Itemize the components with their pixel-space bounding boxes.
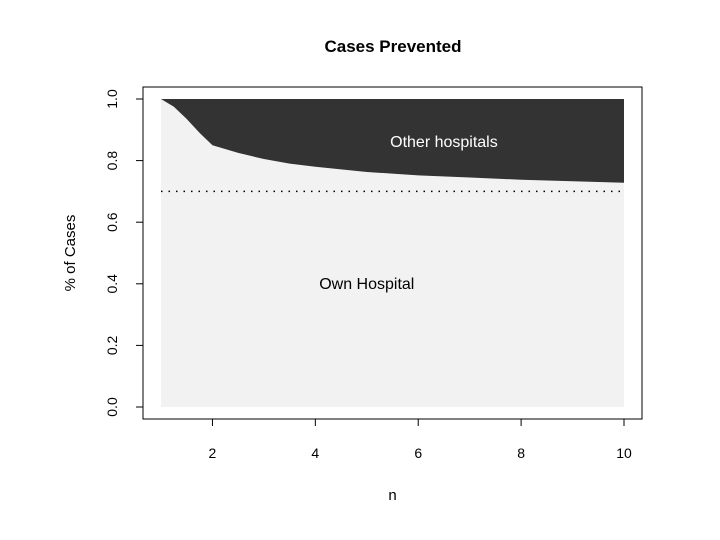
x-tick-label: 10 <box>616 445 632 461</box>
y-tick-label: 1.0 <box>104 89 120 109</box>
annotations: Other hospitals Own Hospital <box>319 134 498 293</box>
series-area-other-hospitals <box>161 99 624 183</box>
y-tick-label: 0.2 <box>104 335 120 355</box>
region-label: Other hospitals <box>390 134 498 151</box>
y-axis: 0.0 0.2 0.4 0.6 0.8 1.0 <box>104 89 144 417</box>
y-tick-label: 0.0 <box>104 397 120 417</box>
x-tick-label: 6 <box>414 445 422 461</box>
x-axis: 2 4 6 8 10 <box>209 418 632 461</box>
y-tick-label: 0.4 <box>104 274 120 294</box>
series-area-own-hospital <box>161 99 624 407</box>
y-tick-label: 0.8 <box>104 151 120 171</box>
x-tick-label: 2 <box>209 445 217 461</box>
chart-title: Cases Prevented <box>324 37 461 56</box>
y-tick-label: 0.6 <box>104 212 120 232</box>
x-tick-label: 8 <box>517 445 525 461</box>
x-tick-label: 4 <box>311 445 319 461</box>
x-axis-label: n <box>388 487 396 504</box>
y-axis-label: % of Cases <box>62 215 79 292</box>
region-label: Own Hospital <box>319 276 414 293</box>
plot-area <box>161 99 624 407</box>
